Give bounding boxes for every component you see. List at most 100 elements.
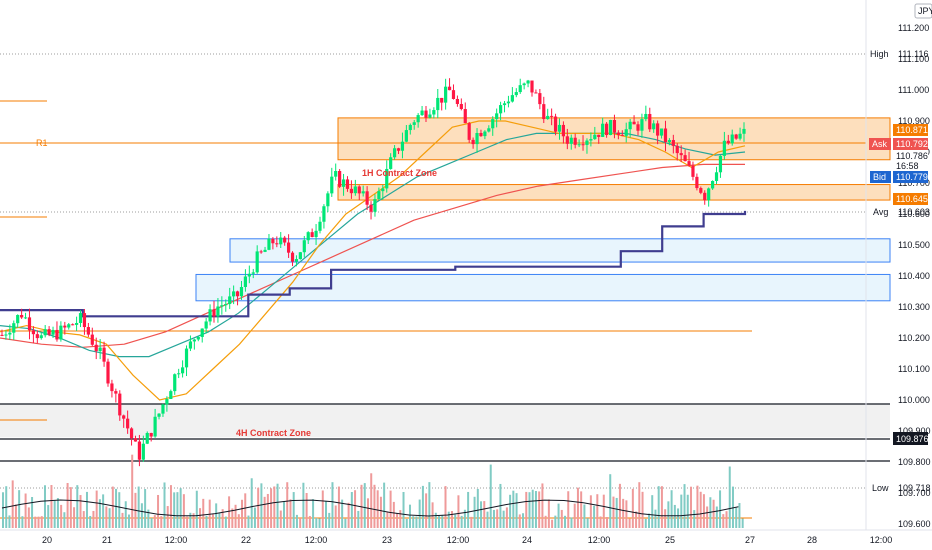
candle-body-159 [624,129,628,136]
volume-bar-123 [399,510,402,528]
volume-bar-203 [657,486,660,528]
volume-bar-190 [615,497,618,528]
volume-bar-96 [312,499,315,528]
volume-bar-137 [444,486,447,528]
price-tick-14: 109.800 [898,457,931,467]
volume-bar-10 [34,516,37,528]
volume-bar-138 [447,511,450,528]
candle-body-111 [436,97,440,111]
volume-bar-109 [354,490,357,528]
volume-bar-120 [389,490,392,528]
volume-bar-126 [408,504,411,528]
price-tick-8: 110.400 [898,271,930,281]
volume-bar-216 [699,491,702,528]
volume-bar-36 [118,492,121,528]
candle-body-43 [169,391,173,400]
volume-bar-184 [596,494,599,528]
volume-bar-202 [654,509,657,528]
candle-body-177 [695,176,699,189]
volume-bar-13 [43,485,46,528]
candle-body-110 [432,110,436,115]
volume-bar-169 [547,499,550,528]
low-tag: Low 109.718 [872,483,931,493]
candle-body-17 [67,324,71,328]
volume-bar-53 [173,492,176,528]
volume-bar-130 [421,485,424,528]
volume-bar-85 [276,483,279,528]
volume-bar-24 [79,495,82,528]
candle-body-93 [365,191,369,205]
volume-bar-47 [153,515,156,528]
volume-bar-37 [121,512,124,528]
candle-body-148 [581,144,585,146]
candle-body-66 [259,251,263,253]
candle-body-69 [271,238,275,244]
volume-bar-153 [496,509,499,528]
volume-bar-100 [325,500,327,528]
volume-bar-0 [2,492,4,528]
volume-bar-59 [192,513,195,528]
volume-bar-220 [712,499,715,528]
ask-label: Ask [872,139,888,149]
volume-bar-163 [528,492,531,528]
volume-bar-125 [405,518,408,528]
candle-body-68 [267,238,271,250]
candle-body-185 [726,140,730,144]
candle-body-59 [232,291,236,297]
volume-bar-168 [544,515,547,528]
candle-body-73 [286,242,291,253]
candle-body-139 [546,115,550,120]
candle-body-136 [534,92,538,94]
volume-bar-89 [289,499,292,528]
volume-ma-line [1,499,739,517]
volume-bar-207 [670,490,673,528]
volume-bar-121 [392,501,395,528]
candle-body-72 [283,237,287,243]
candle-body-89 [349,188,354,194]
volume-bar-139 [450,511,453,528]
candle-body-77 [302,240,306,253]
volume-bar-35 [115,488,118,528]
candle-body-52 [204,321,208,329]
candle-body-165 [648,113,652,130]
candle-body-54 [212,309,216,317]
volume-bar-218 [706,506,709,528]
volume-bar-68 [221,509,224,528]
volume-bar-79 [257,487,260,528]
volume-bar-167 [541,483,544,528]
volume-bar-102 [331,482,334,528]
currency-badge[interactable] [914,3,932,19]
candle-body-16 [63,325,67,328]
candle-body-70 [275,243,279,245]
volume-bar-108 [350,492,353,528]
volume-bar-118 [383,482,386,528]
volume-bar-104 [337,486,340,528]
volume-bar-98 [318,518,321,528]
candle-body-178 [699,188,703,193]
candle-body-155 [608,119,613,136]
volume-bar-199 [644,518,647,528]
candle-body-35 [137,441,142,460]
volume-bar-221 [715,506,718,528]
candle-body-37 [145,432,149,444]
price-axis[interactable]: JPY [865,0,932,530]
volume-bar-18 [60,504,63,528]
candle-body-169 [663,128,668,143]
volume-bar-86 [279,510,282,528]
volume-bar-189 [612,496,615,528]
volume-bar-196 [635,511,638,528]
candle-body-129 [506,101,511,104]
candle-body-40 [157,413,161,417]
candle-body-157 [616,132,620,135]
candle-body-134 [526,80,530,84]
candle-body-4 [16,315,20,324]
low-label: Low [872,483,889,493]
candle-body-106 [416,115,420,123]
time-tick-labels[interactable]: 20 21 12:00 22 12:00 23 12:00 24 12:00 25 27 28 12:0… [42,535,892,545]
volume-bar-129 [418,499,421,528]
volume-bar-19 [63,512,66,528]
candle-body-45 [177,373,181,375]
volume-bar-204 [660,486,663,528]
candle-body-123 [483,131,487,137]
candle-body-49 [192,339,196,342]
